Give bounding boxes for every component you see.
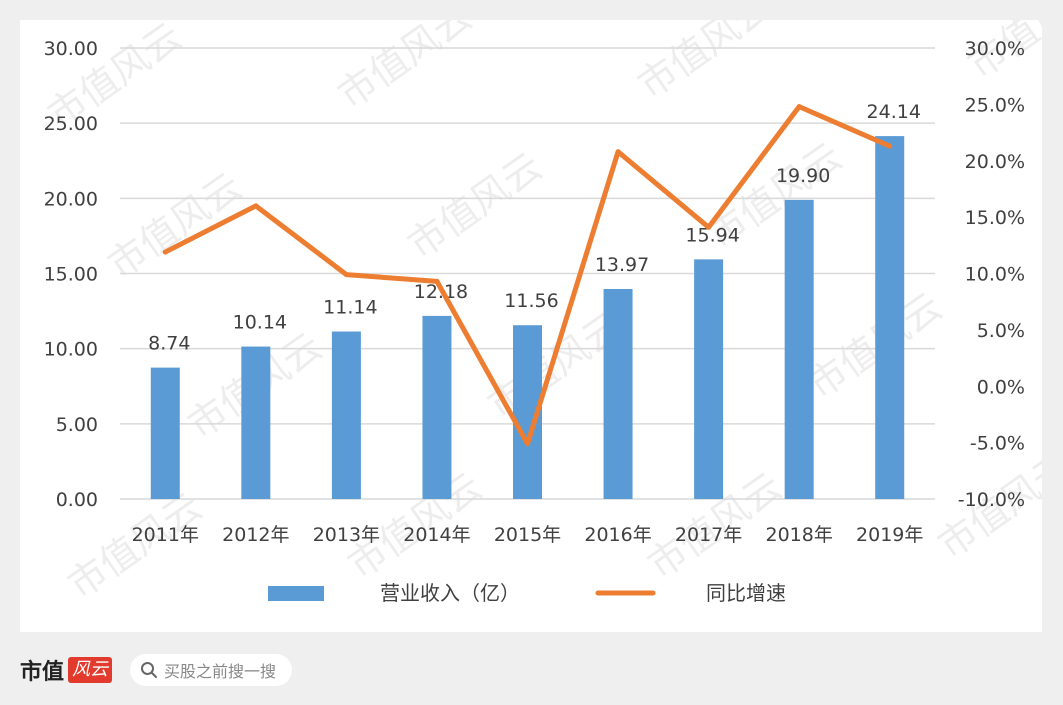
bar <box>784 199 814 499</box>
x-tick-label: 2013年 <box>313 524 380 546</box>
x-tick-label: 2014年 <box>403 524 470 546</box>
x-tick-label: 2019年 <box>856 524 923 546</box>
line-series <box>162 104 893 447</box>
watermark-text: 市值风云 <box>800 284 950 407</box>
y-axis-left: 0.00 5.00 10.00 15.00 20.00 25.00 30.00 <box>44 38 98 511</box>
y2-tick-label: 30.0% <box>965 38 1025 60</box>
x-tick-label: 2012年 <box>222 524 289 546</box>
x-axis: 2011年 2012年 2013年 2014年 2015年 2016年 2017年 2018年… <box>132 524 924 546</box>
y-axis-right: -10.0% -5.0% 0.0% 5.0% 10.0% 15.0% 20.0% 25.0% 3… <box>958 38 1025 511</box>
x-tick-label: 2018年 <box>765 524 832 546</box>
bar-value-label: 19.90 <box>776 165 830 187</box>
bar <box>422 315 452 499</box>
watermark-text: 市值风云 <box>400 144 550 267</box>
watermark-text: 市值风云 <box>100 164 250 287</box>
bar <box>875 136 905 499</box>
line-point <box>615 149 621 155</box>
y2-tick-label: 25.0% <box>965 94 1025 116</box>
y-tick-label: 10.00 <box>44 339 98 361</box>
bar <box>150 367 180 499</box>
y2-tick-label: 10.0% <box>965 264 1025 286</box>
y2-tick-label: 0.0% <box>977 376 1025 398</box>
y2-tick-label: 15.0% <box>965 207 1025 229</box>
bar <box>603 288 633 499</box>
y2-tick-label: -5.0% <box>970 433 1025 455</box>
bar <box>241 346 271 499</box>
line-point <box>162 249 168 255</box>
search-placeholder: 买股之前搜一搜 <box>164 662 277 681</box>
bar-value-label: 8.74 <box>148 333 190 355</box>
line-point <box>706 224 712 230</box>
bar-value-label: 24.14 <box>867 101 921 123</box>
footer-bar: 市值 风云 买股之前搜一搜 <box>20 652 293 688</box>
x-tick-label: 2015年 <box>494 524 561 546</box>
legend: 营业收入（亿） 同比增速 <box>268 581 786 605</box>
bar-value-label: 11.14 <box>323 297 377 319</box>
bar-value-label: 13.97 <box>595 254 649 276</box>
brand-logo-badge: 风云 <box>68 657 113 683</box>
y-tick-label: 20.00 <box>44 188 98 210</box>
x-tick-label: 2011年 <box>132 524 199 546</box>
legend-swatch-bar <box>268 586 324 601</box>
search-box[interactable]: 买股之前搜一搜 <box>130 654 293 686</box>
line-point <box>887 143 893 149</box>
line-point <box>525 441 530 447</box>
y2-tick-label: -10.0% <box>958 489 1025 511</box>
line-point <box>434 278 440 284</box>
bar-value-label: 15.94 <box>685 224 739 246</box>
y-tick-label: 5.00 <box>56 414 98 436</box>
x-tick-label: 2016年 <box>584 524 651 546</box>
bar-series <box>150 136 905 499</box>
y2-tick-label: 5.0% <box>977 320 1025 342</box>
chart-card: 市值风云 市值风云 市值风云 市值风云 市值风云 市值风云 市值风云 市值风云 市值风云 市值风云… <box>20 20 1042 632</box>
line-point <box>343 272 349 278</box>
y-tick-label: 25.00 <box>44 113 98 135</box>
bar-value-label: 10.14 <box>233 312 287 334</box>
x-tick-label: 2017年 <box>675 524 742 546</box>
legend-label-growth: 同比增速 <box>706 581 786 605</box>
legend-label-revenue: 营业收入（亿） <box>380 581 520 605</box>
y-tick-label: 30.00 <box>44 38 98 60</box>
watermark-text: 市值风云 <box>330 20 480 117</box>
line-point <box>796 104 802 110</box>
y-tick-label: 15.00 <box>44 264 98 286</box>
bar <box>331 331 361 499</box>
search-icon <box>141 662 158 678</box>
line-point <box>253 203 259 209</box>
bar <box>694 259 724 499</box>
watermark-text: 市值风云 <box>630 20 780 107</box>
y-tick-label: 0.00 <box>56 489 98 511</box>
y2-tick-label: 20.0% <box>965 151 1025 173</box>
brand-logo-text: 市值 <box>20 660 65 685</box>
bar-value-label: 11.56 <box>504 290 558 312</box>
